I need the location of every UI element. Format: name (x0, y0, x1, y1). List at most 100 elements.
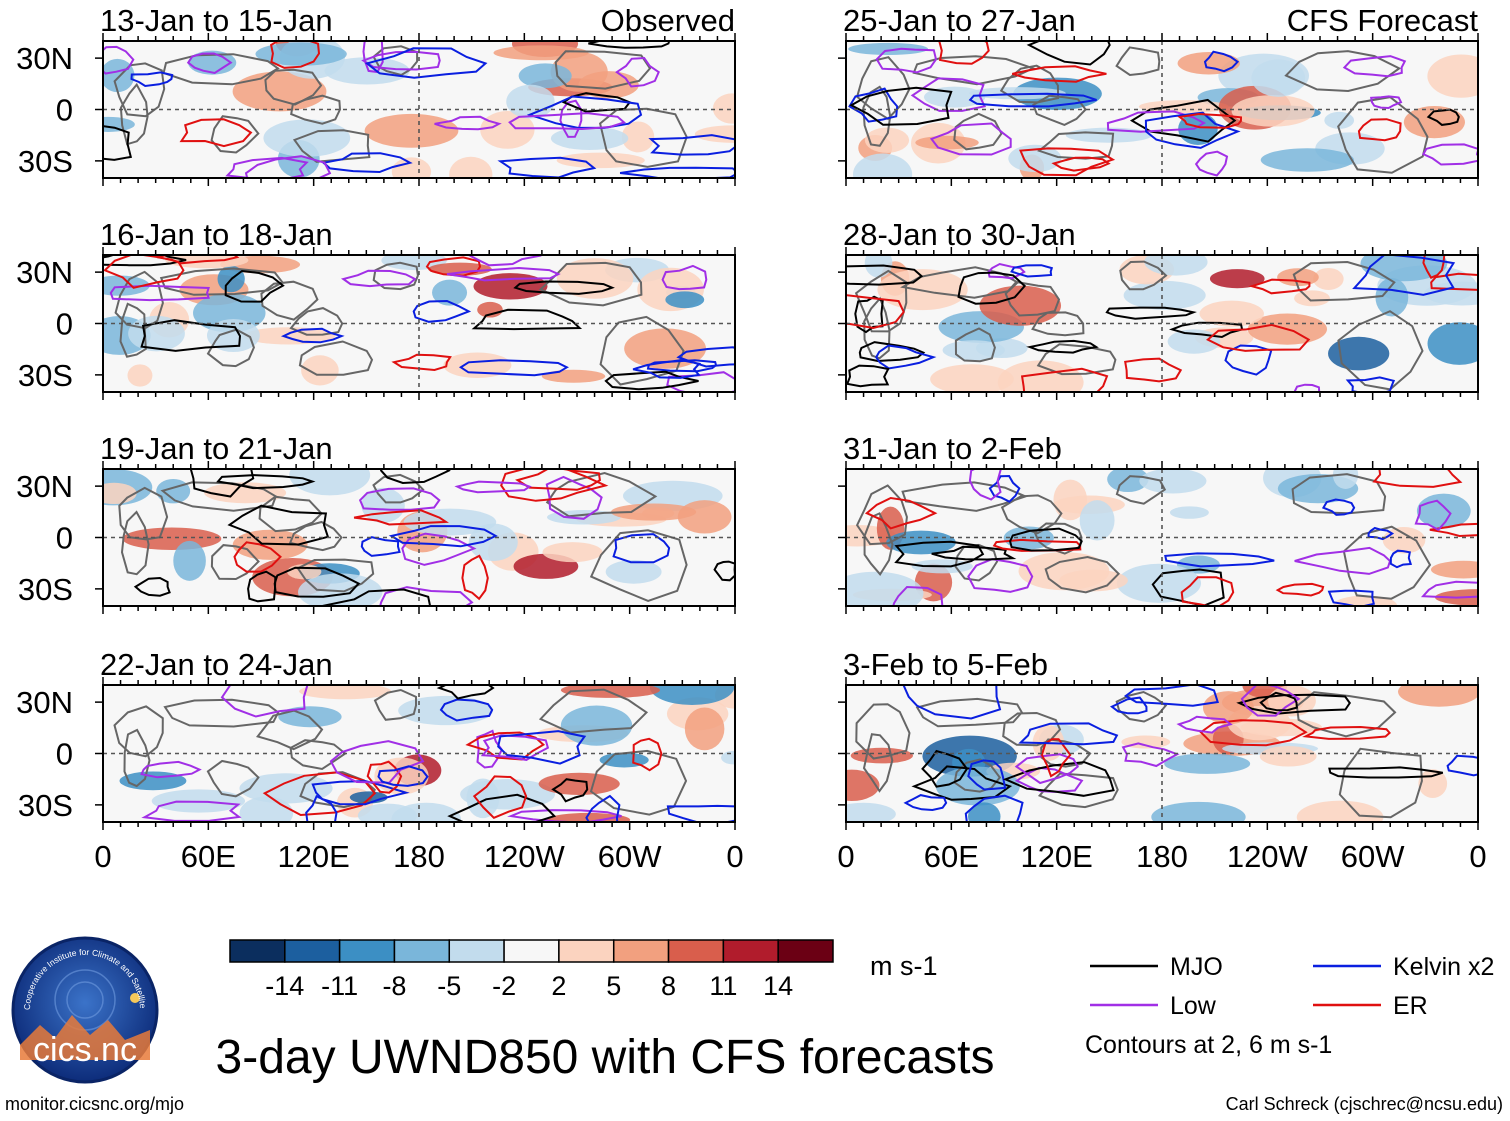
contour-line (1328, 766, 1444, 779)
contour-line (497, 156, 597, 178)
map-panel: 30N 0 30S 19-Jan to 21-Jan (16, 431, 736, 614)
anomaly-shading (263, 119, 351, 157)
coastline (119, 82, 149, 146)
contour-line (894, 540, 985, 568)
anomaly-shading (103, 58, 135, 93)
coastline (298, 340, 374, 376)
contour-line (1422, 143, 1478, 166)
coastline (1119, 260, 1168, 291)
contour-line (366, 760, 403, 794)
coastline (123, 728, 151, 788)
contour-line (515, 469, 601, 491)
coastline (159, 267, 285, 296)
colorbar: -14 -11 -8 -5 -2 2 5 8 11 14 (229, 939, 834, 1001)
x-tick-label: 60W (1341, 839, 1405, 874)
contour-line (588, 41, 671, 49)
map-panel: 30N 0 30S 16-Jan to 18-Jan (16, 217, 736, 400)
colorbar-segment (229, 939, 286, 963)
anomaly-shading (684, 707, 725, 751)
contour-line (676, 346, 735, 368)
colorbar-label: 11 (709, 971, 737, 1001)
contour-line (1370, 95, 1403, 110)
anomaly-shading (432, 279, 468, 306)
coastline (118, 486, 169, 541)
contour-line (391, 353, 452, 372)
anomaly-shading (968, 802, 1001, 822)
anomaly-shading (550, 126, 629, 150)
coastline (162, 53, 280, 86)
contour-line (340, 269, 417, 288)
coastline (1284, 50, 1402, 93)
contour-line (1446, 754, 1478, 777)
anomaly-shading (364, 113, 459, 148)
anomaly-shading (381, 255, 447, 271)
contour-line (846, 264, 924, 286)
anomaly-shading (942, 340, 1005, 361)
anomaly-shading (255, 42, 347, 66)
footer-url[interactable]: monitor.cicsnc.org/mjo (5, 1094, 184, 1114)
contour-line (280, 327, 345, 344)
contour-line (329, 740, 425, 784)
contour-line (559, 99, 583, 138)
contour-line (1019, 147, 1116, 177)
anomaly-shading (518, 63, 572, 89)
y-tick-label: 0 (56, 521, 73, 556)
anomaly-shading (449, 156, 493, 178)
y-tick-label: 30N (16, 255, 73, 290)
contour-line (1420, 580, 1478, 599)
column-header: Observed (601, 3, 735, 38)
anomaly-shading (556, 258, 634, 299)
anomaly-shading (473, 273, 548, 300)
anomaly-shading (605, 559, 662, 584)
contour-line (1002, 761, 1115, 797)
anomaly-shading (103, 482, 137, 504)
coastline (1115, 690, 1168, 723)
contour-line (458, 359, 570, 377)
contour-line (1177, 112, 1243, 129)
contour-line (130, 71, 174, 88)
coastline (258, 495, 323, 533)
contour-line (472, 775, 528, 819)
anomaly-shading (560, 705, 633, 746)
coastline (206, 759, 260, 798)
colorbar-segment (338, 939, 396, 963)
contour-line (1018, 722, 1119, 746)
coastline (1044, 555, 1121, 594)
colorbar-label: 2 (551, 971, 566, 1001)
coastline (901, 481, 1029, 512)
anomaly-shading (1231, 95, 1315, 127)
anomaly-shading (239, 773, 333, 804)
contour-line (425, 256, 482, 277)
contour-line (1129, 98, 1237, 143)
contour-line (500, 469, 609, 502)
coastline (288, 520, 343, 552)
contour-line (1026, 339, 1099, 354)
contour-line (225, 156, 309, 178)
anomaly-shading (243, 327, 336, 345)
map-panel: 31-Jan to 2-Feb (838, 431, 1479, 614)
contour-line (434, 115, 502, 131)
contour-line (902, 685, 1002, 720)
colorbar-label: -5 (437, 971, 461, 1001)
contour-line (471, 308, 583, 331)
contour-line (497, 730, 587, 765)
coastline (113, 62, 166, 118)
colorbar-segment (558, 939, 615, 963)
contour-line (1426, 108, 1460, 126)
anomaly-shading (103, 116, 135, 132)
contour-line (988, 474, 1021, 503)
coastline (1032, 94, 1087, 126)
contour-line (1106, 110, 1207, 133)
anomaly-shading (1059, 569, 1128, 592)
contour-line (931, 545, 1017, 561)
contour-line (666, 371, 735, 392)
contour-line (1009, 527, 1083, 552)
y-tick-label: 30N (16, 41, 73, 76)
coastline (292, 129, 371, 163)
panel-period: 28-Jan to 30-Jan (843, 217, 1076, 252)
contour-line (360, 536, 401, 557)
colorbar-label: -14 (265, 971, 304, 1001)
coastline (290, 94, 342, 125)
coastline (999, 64, 1060, 104)
